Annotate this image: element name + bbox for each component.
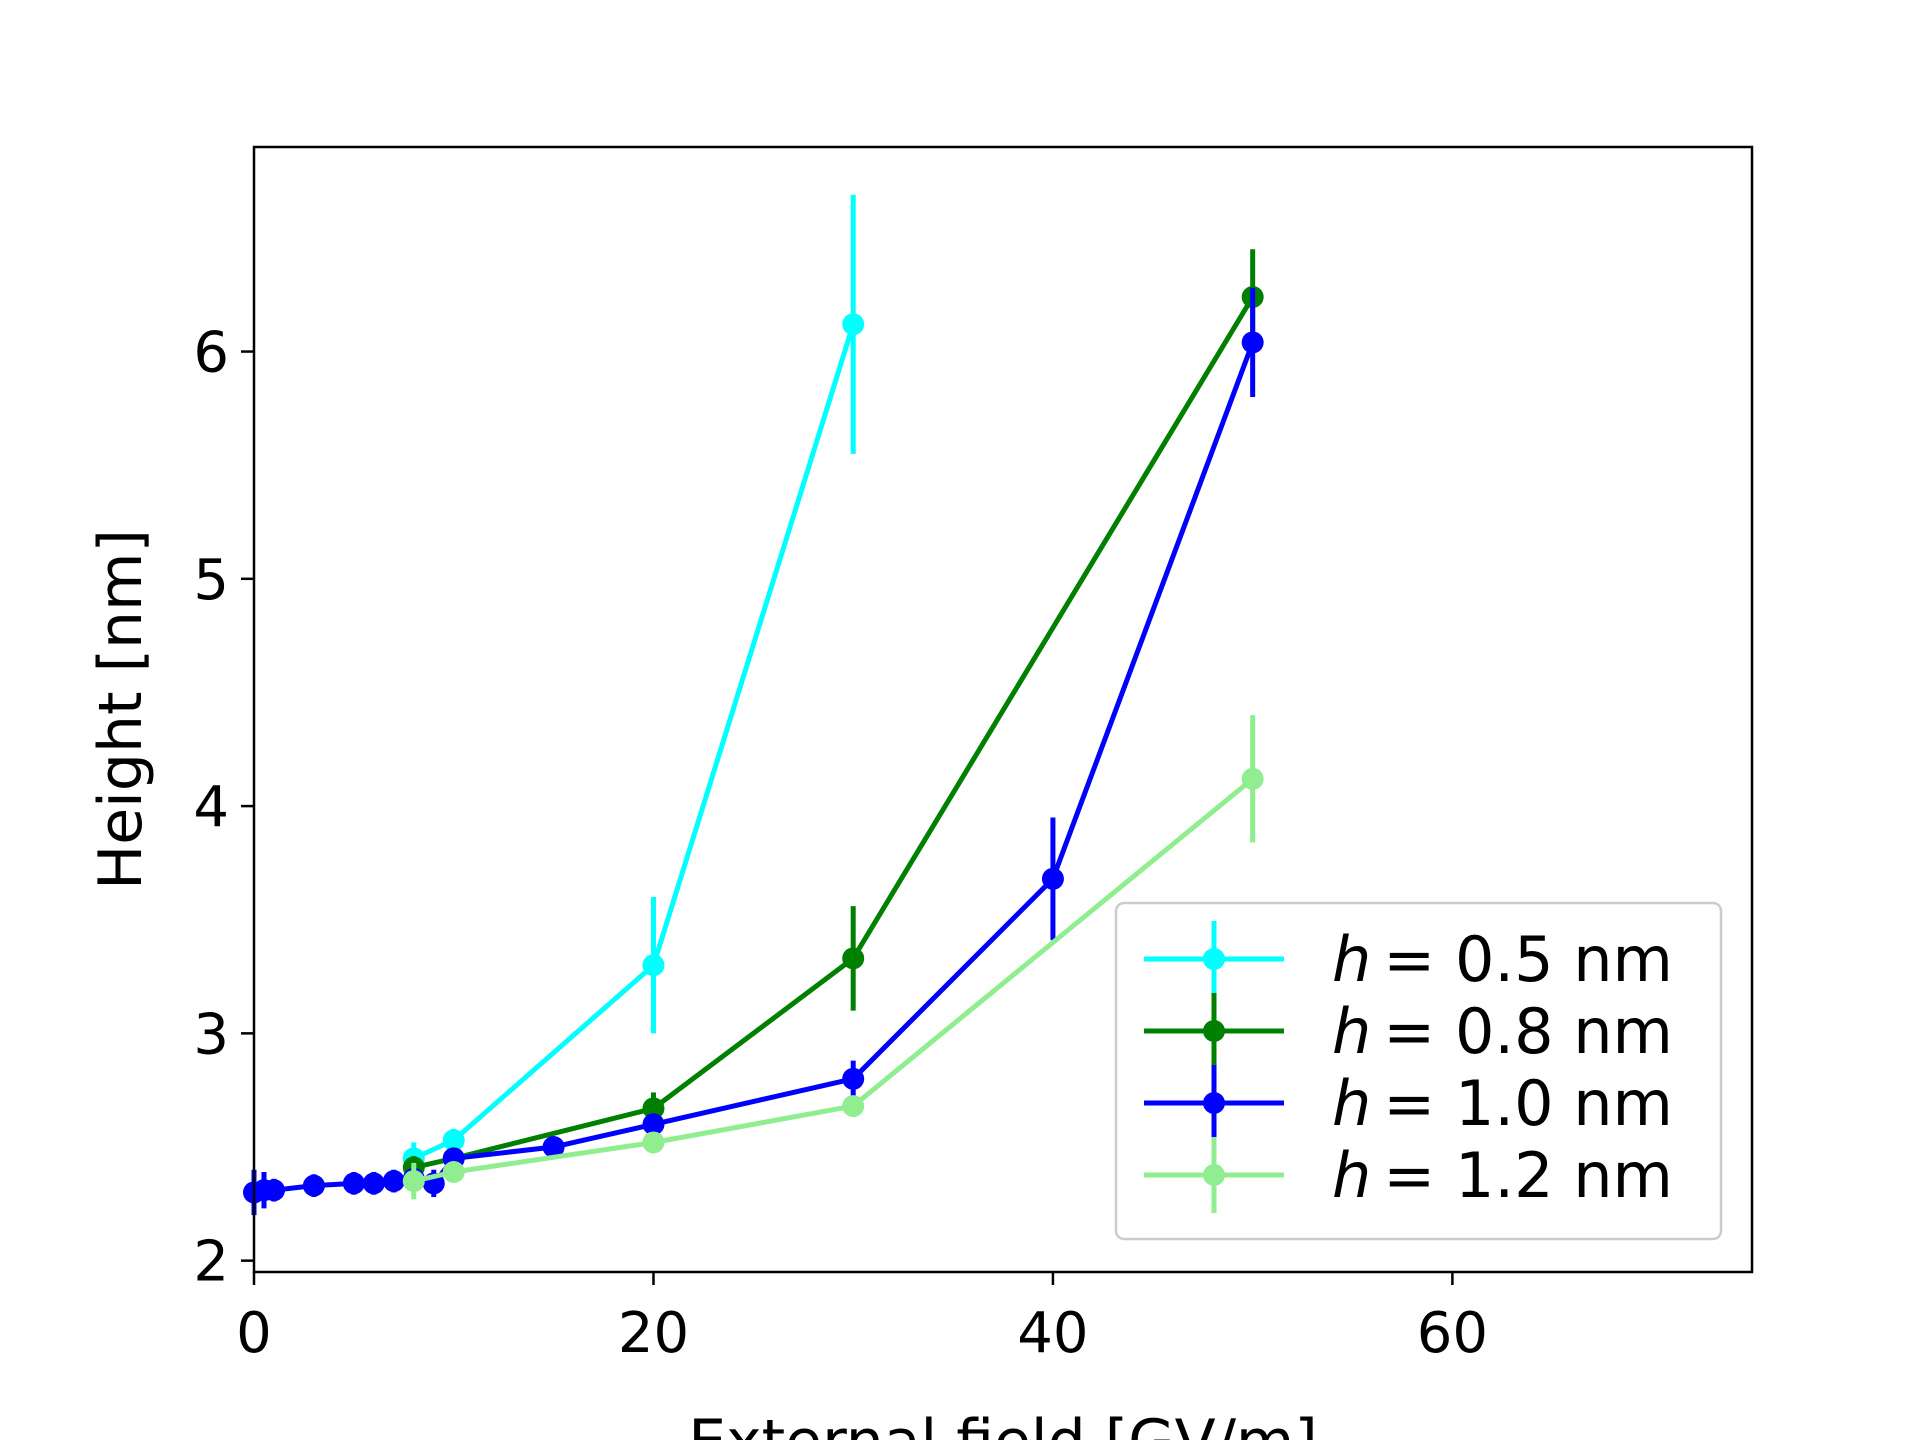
plot-frame [252, 145, 1754, 1274]
series-layer [243, 194, 1264, 1216]
data-point [1041, 867, 1064, 890]
legend-var: h [1332, 995, 1371, 1068]
y-tick-label: 2 [193, 1230, 229, 1295]
data-point [262, 1179, 285, 1202]
x-axis-label: External field [GV/m] [688, 1407, 1318, 1440]
series-0 [402, 194, 865, 1175]
data-point [642, 1113, 665, 1136]
x-tick-label: 60 [1417, 1301, 1488, 1366]
legend-var: h [1332, 923, 1371, 996]
data-point [842, 313, 865, 336]
legend-item: h = 1.0 nm [1144, 1065, 1673, 1141]
series-3 [402, 715, 1264, 1200]
data-point [1241, 767, 1264, 790]
y-axis-label: Height [nm] [86, 529, 156, 890]
data-point [402, 1170, 425, 1193]
data-point [842, 1095, 865, 1118]
legend-item: h = 1.2 nm [1144, 1137, 1673, 1213]
y-tick-label: 4 [193, 775, 229, 840]
y-tick-label: 5 [193, 548, 229, 613]
legend-var: h [1332, 1139, 1371, 1212]
legend-value: = 0.5 nm [1383, 923, 1673, 996]
legend-item: h = 0.8 nm [1144, 993, 1673, 1069]
data-point [642, 1131, 665, 1154]
legend: h = 0.5 nmh = 0.8 nmh = 1.0 nmh = 1.2 nm [1114, 901, 1723, 1241]
y-tick-label: 6 [193, 321, 229, 386]
legend-marker [1203, 1092, 1225, 1114]
data-point [1241, 331, 1264, 354]
axis-layer: 0 20 40 60 2 3 4 5 6 [193, 321, 1488, 1366]
data-point [342, 1172, 365, 1195]
legend-label: h = 0.5 nm [1332, 923, 1673, 996]
legend-marker [1203, 948, 1225, 970]
legend-var: h [1332, 1067, 1371, 1140]
legend-frame [1114, 901, 1723, 1241]
legend-label: h = 0.8 nm [1332, 995, 1673, 1068]
series-2 [243, 287, 1264, 1216]
data-point [642, 1097, 665, 1120]
data-point [842, 947, 865, 970]
x-tick-label: 40 [1017, 1301, 1088, 1366]
legend-value: = 0.8 nm [1383, 995, 1673, 1068]
legend-label: h = 1.2 nm [1332, 1139, 1673, 1212]
x-tick-label: 20 [618, 1301, 689, 1366]
series-line [253, 341, 1256, 1195]
data-point [842, 1067, 865, 1090]
legend-marker [1203, 1020, 1225, 1042]
data-point [382, 1170, 405, 1193]
y-tick-label: 3 [193, 1002, 229, 1067]
data-point [442, 1161, 465, 1183]
legend-marker [1203, 1164, 1225, 1186]
x-tick-label: 0 [236, 1301, 272, 1366]
data-point [362, 1172, 385, 1195]
legend-value: = 1.2 nm [1383, 1139, 1673, 1212]
data-point [302, 1174, 325, 1197]
legend-label: h = 1.0 nm [1332, 1067, 1673, 1140]
data-point [642, 954, 665, 977]
data-point [442, 1129, 465, 1152]
legend-item: h = 0.5 nm [1144, 921, 1673, 997]
legend-value: = 1.0 nm [1383, 1067, 1673, 1140]
data-point [542, 1136, 565, 1158]
series-line [412, 323, 856, 1161]
